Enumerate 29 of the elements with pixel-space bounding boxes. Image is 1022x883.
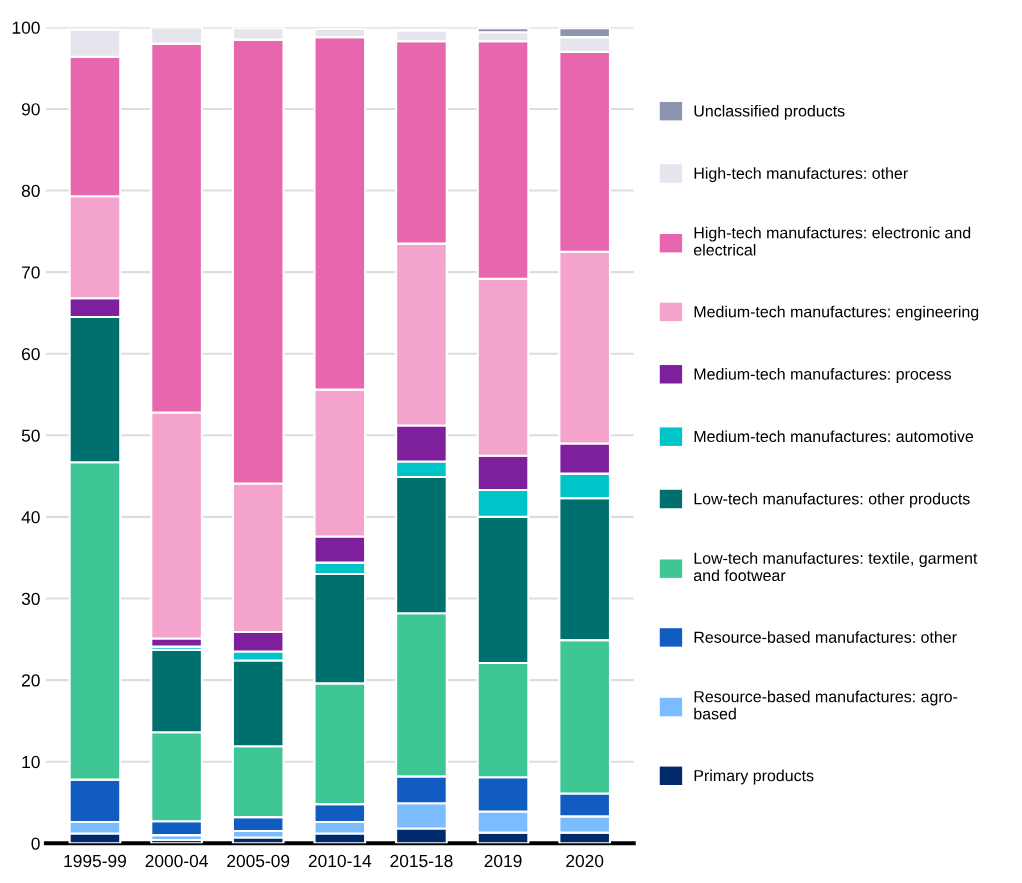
legend-label: Medium-tech manufactures: process xyxy=(694,368,952,383)
y-tick-label: 60 xyxy=(22,347,40,361)
x-tick-label: 1995-99 xyxy=(64,854,126,868)
legend-label: Medium-tech manufactures: engineering xyxy=(694,305,979,321)
x-tick-label: 2010-14 xyxy=(308,854,372,868)
y-tick-label: 50 xyxy=(21,429,40,442)
legend-label: High-tech manufactures: electronic and electrical xyxy=(693,226,971,256)
y-tick-label: 30 xyxy=(21,592,40,605)
x-tick-label: 2000-04 xyxy=(145,854,208,868)
y-tick-label: 0 xyxy=(31,837,40,850)
y-tick-label: 10 xyxy=(22,755,40,769)
y-tick-label: 70 xyxy=(22,266,40,279)
y-tick-label: 20 xyxy=(22,674,40,687)
y-tick-label: 100 xyxy=(12,21,40,34)
x-tick-label: 2015-18 xyxy=(390,854,453,868)
legend-label: Unclassified products xyxy=(694,104,845,120)
y-tick-label: 90 xyxy=(21,103,40,116)
legend-label: Low-tech manufactures: textile, garment and footwear xyxy=(693,552,978,582)
legend-label: Resource-based manufactures: agro- based xyxy=(694,690,958,720)
legend-label: Low-tech manufactures: other products xyxy=(694,492,970,508)
x-tick-label: 2020 xyxy=(566,854,604,868)
legend-label: Primary products xyxy=(694,769,814,785)
y-tick-label: 40 xyxy=(21,511,40,524)
legend-label: Medium-tech manufactures: automotive xyxy=(694,430,974,443)
x-tick-label: 2005-09 xyxy=(227,854,290,868)
x-tick-label: 2019 xyxy=(484,854,522,868)
y-tick-label: 80 xyxy=(21,184,40,198)
legend-label: High-tech manufactures: other xyxy=(694,167,908,183)
legend-label: Resource-based manufactures: other xyxy=(694,631,957,643)
